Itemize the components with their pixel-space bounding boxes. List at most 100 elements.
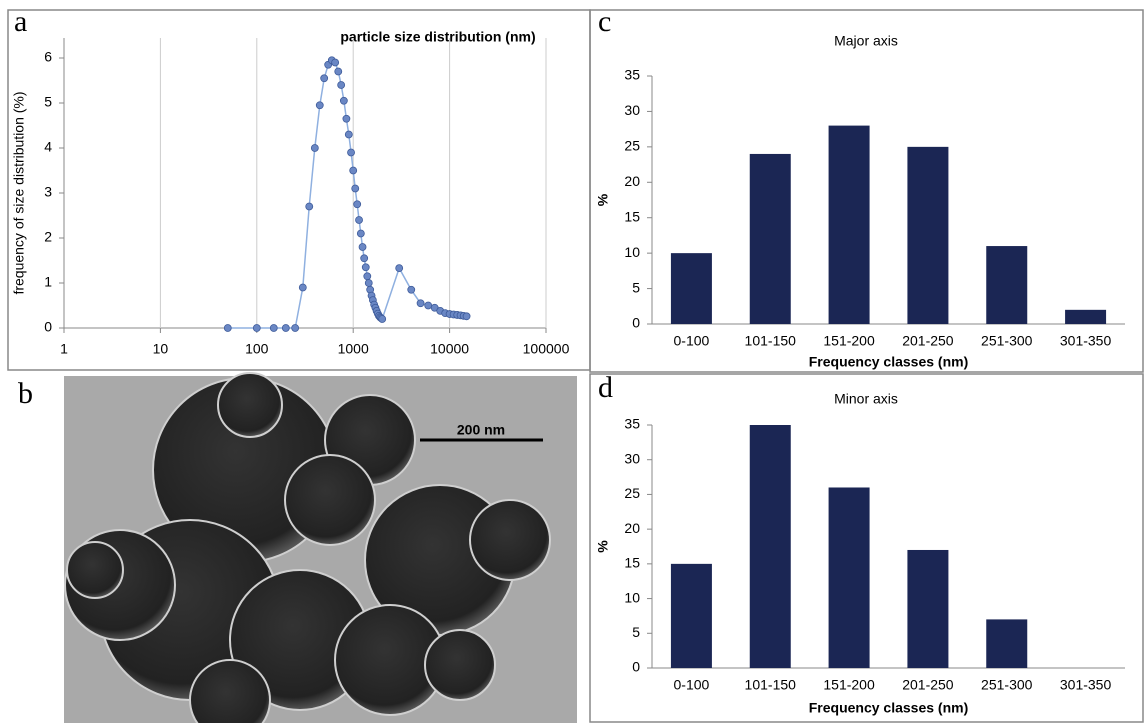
x-tick-label: 0-100 <box>674 677 710 693</box>
scale-bar-label: 200 nm <box>457 422 505 438</box>
x-tick-label: 301-350 <box>1060 333 1112 349</box>
y-tick-label: 35 <box>624 67 640 83</box>
data-point <box>315 101 324 110</box>
data-point <box>298 283 307 292</box>
y-tick-label: 5 <box>632 279 640 295</box>
y-tick-label: 10 <box>624 589 640 605</box>
data-point <box>223 324 232 332</box>
data-point <box>416 299 425 308</box>
bar <box>749 425 791 668</box>
data-point <box>424 301 433 310</box>
y-tick-label: 30 <box>624 450 640 466</box>
chart-title: Minor axis <box>834 391 898 407</box>
data-point <box>310 144 319 152</box>
x-tick-label: 1 <box>60 341 68 357</box>
y-tick-label: 20 <box>624 173 640 189</box>
y-tick-label: 25 <box>624 485 640 501</box>
data-point <box>351 184 360 193</box>
y-tick-label: 3 <box>44 184 52 200</box>
y-axis-label: frequency of size distribution (%) <box>11 91 27 294</box>
data-point <box>320 74 329 83</box>
data-point <box>252 324 261 332</box>
tem-image: 200 nm <box>64 372 577 723</box>
data-point <box>339 96 348 105</box>
y-tick-label: 0 <box>632 315 640 331</box>
y-tick-label: 15 <box>624 208 640 224</box>
y-tick-label: 1 <box>44 274 52 290</box>
x-tick-label: 1000 <box>338 341 369 357</box>
data-point <box>349 166 358 175</box>
data-point <box>360 254 369 263</box>
x-tick-label: 251-300 <box>981 333 1033 349</box>
x-tick-label: 201-250 <box>902 677 954 693</box>
data-point <box>353 200 362 209</box>
y-tick-label: 10 <box>624 244 640 260</box>
x-tick-label: 201-250 <box>902 333 954 349</box>
data-point <box>281 324 290 332</box>
chart-title: Major axis <box>834 33 898 49</box>
x-tick-label: 10 <box>153 341 169 357</box>
y-tick-label: 25 <box>624 138 640 154</box>
data-point <box>337 81 346 89</box>
x-tick-label: 151-200 <box>823 677 875 693</box>
data-point <box>356 229 365 238</box>
data-point <box>342 114 351 123</box>
x-axis-label: Frequency classes (nm) <box>809 700 969 716</box>
y-axis-label: % <box>595 540 611 553</box>
bar <box>828 125 870 324</box>
y-tick-label: 35 <box>624 416 640 432</box>
x-tick-label: 151-200 <box>823 333 875 349</box>
data-point <box>378 315 387 323</box>
data-point <box>344 130 353 139</box>
x-tick-label: 10000 <box>430 341 469 357</box>
bar <box>828 487 870 668</box>
y-tick-label: 0 <box>632 659 640 675</box>
x-tick-label: 100000 <box>523 341 570 357</box>
x-tick-label: 0-100 <box>674 333 710 349</box>
y-axis-label: % <box>595 193 611 206</box>
data-point <box>334 67 343 76</box>
y-tick-label: 5 <box>44 94 52 110</box>
y-tick-label: 20 <box>624 520 640 536</box>
particles <box>64 372 551 723</box>
y-tick-label: 30 <box>624 102 640 118</box>
panel-d-frame <box>589 373 1144 723</box>
bar <box>907 146 949 324</box>
data-point <box>305 202 314 211</box>
panel-c-frame <box>589 9 1144 373</box>
y-tick-label: 0 <box>44 319 52 335</box>
bar <box>670 563 712 668</box>
chart-title: particle size distribution (nm) <box>340 29 535 45</box>
data-point <box>361 263 370 272</box>
bar <box>907 549 949 668</box>
y-tick-label: 2 <box>44 229 52 245</box>
data-point <box>347 148 355 157</box>
x-axis-label: Frequency classes (nm) <box>809 354 969 370</box>
x-tick-label: 100 <box>245 341 269 357</box>
bar <box>1065 309 1107 324</box>
y-tick-label: 15 <box>624 555 640 571</box>
panel-letter: d <box>598 371 613 404</box>
data-point <box>364 279 373 287</box>
panel-letter: c <box>598 5 611 38</box>
x-tick-label: 101-150 <box>745 333 797 349</box>
data-point <box>269 324 278 332</box>
x-tick-label: 101-150 <box>745 677 797 693</box>
data-point <box>331 58 340 67</box>
panel-a-frame <box>7 9 591 371</box>
x-tick-label: 251-300 <box>981 677 1033 693</box>
data-point <box>291 324 300 332</box>
y-tick-label: 5 <box>632 624 640 640</box>
x-tick-label: 301-350 <box>1060 677 1112 693</box>
bar <box>986 619 1028 668</box>
data-point <box>462 312 471 321</box>
data-point <box>358 243 367 251</box>
data-point <box>355 216 363 224</box>
bar <box>986 246 1028 324</box>
panel-letter: b <box>18 377 33 410</box>
panel-letter: a <box>14 5 27 38</box>
y-tick-label: 4 <box>44 139 52 155</box>
bar <box>670 253 712 324</box>
y-tick-label: 6 <box>44 49 52 65</box>
